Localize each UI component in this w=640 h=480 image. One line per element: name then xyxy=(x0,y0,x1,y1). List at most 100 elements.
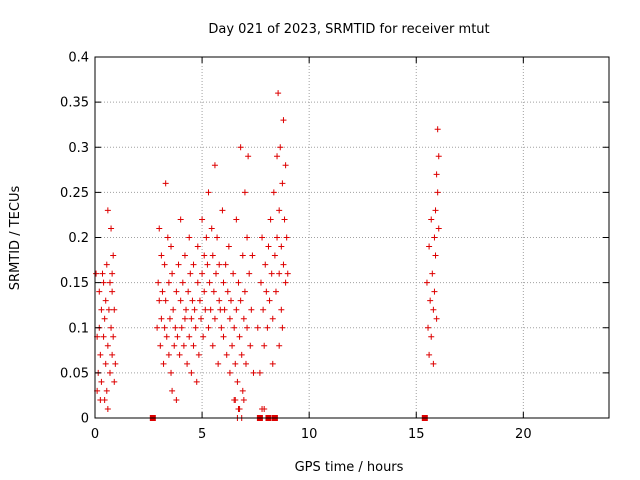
data-point xyxy=(109,351,116,358)
data-point xyxy=(176,351,183,358)
data-point xyxy=(431,234,438,241)
data-point xyxy=(200,333,207,340)
data-point xyxy=(282,279,289,286)
data-point xyxy=(106,369,113,376)
data-point xyxy=(261,405,268,412)
data-point xyxy=(229,342,236,349)
data-point xyxy=(194,243,201,250)
data-point xyxy=(104,342,111,349)
data-point xyxy=(433,315,440,322)
data-point xyxy=(103,261,110,268)
data-point xyxy=(194,279,201,286)
data-point xyxy=(278,243,285,250)
data-point xyxy=(192,324,199,331)
data-point xyxy=(100,333,107,340)
data-point xyxy=(248,306,255,313)
data-point xyxy=(162,180,169,187)
y-tick-label: 0.15 xyxy=(60,276,89,291)
data-point xyxy=(269,360,276,367)
data-point xyxy=(231,324,238,331)
data-point xyxy=(158,252,165,259)
data-point xyxy=(168,369,175,376)
data-point xyxy=(241,288,248,295)
data-point xyxy=(240,396,247,403)
data-point xyxy=(98,378,105,385)
data-point xyxy=(237,144,244,151)
data-point xyxy=(168,243,175,250)
data-point xyxy=(199,216,206,223)
data-point xyxy=(283,234,290,241)
data-point xyxy=(227,297,234,304)
data-point xyxy=(224,288,231,295)
data-point xyxy=(274,234,281,241)
data-point xyxy=(235,279,242,286)
data-point xyxy=(430,306,437,313)
data-point xyxy=(426,243,433,250)
data-point xyxy=(177,297,184,304)
data-point xyxy=(433,171,440,178)
data-point xyxy=(276,342,283,349)
data-point xyxy=(233,306,240,313)
data-point xyxy=(166,315,173,322)
data-point xyxy=(425,324,432,331)
data-point xyxy=(268,270,275,277)
data-point xyxy=(202,306,209,313)
data-point xyxy=(100,279,107,286)
data-point xyxy=(239,252,246,259)
data-point xyxy=(205,324,212,331)
data-point xyxy=(163,333,170,340)
data-point xyxy=(185,288,192,295)
data-point xyxy=(237,297,244,304)
data-point xyxy=(160,360,167,367)
data-point xyxy=(111,378,118,385)
y-tick-label: 0 xyxy=(81,412,89,427)
data-point xyxy=(264,324,271,331)
y-tick-label: 0.4 xyxy=(68,51,89,66)
data-point xyxy=(175,261,182,268)
data-point xyxy=(207,306,214,313)
data-point xyxy=(249,252,256,259)
data-point xyxy=(184,360,191,367)
data-point xyxy=(154,324,161,331)
data-point xyxy=(109,270,116,277)
data-point xyxy=(112,360,119,367)
data-point xyxy=(233,216,240,223)
data-point xyxy=(225,243,232,250)
data-point xyxy=(188,315,195,322)
y-tick-label: 0.25 xyxy=(60,186,89,201)
data-point xyxy=(262,261,269,268)
data-point xyxy=(188,369,195,376)
data-point xyxy=(108,324,115,331)
data-point xyxy=(261,342,268,349)
axis-ticks: 0 5 10 15 20 0 0.05 0.1 0.15 0.2 0.25 0.3 0.35 0.4 xyxy=(60,51,609,442)
data-point xyxy=(96,288,103,295)
data-point xyxy=(109,288,116,295)
data-point xyxy=(275,90,282,97)
data-point xyxy=(279,180,286,187)
data-point xyxy=(108,225,115,232)
data-point xyxy=(102,360,109,367)
data-point xyxy=(222,261,229,268)
data-point xyxy=(236,405,243,412)
data-point xyxy=(269,315,276,322)
data-point xyxy=(234,378,241,385)
data-point xyxy=(181,252,188,259)
data-point xyxy=(105,306,112,313)
data-point xyxy=(171,342,178,349)
data-point xyxy=(180,342,187,349)
data-point xyxy=(187,270,194,277)
x-tick-label: 10 xyxy=(301,427,318,442)
data-point xyxy=(226,369,233,376)
data-point xyxy=(245,153,252,160)
data-point xyxy=(174,333,181,340)
data-point xyxy=(271,252,278,259)
y-tick-label: 0.1 xyxy=(68,321,89,336)
data-point xyxy=(216,261,223,268)
data-point xyxy=(430,360,437,367)
data-point xyxy=(165,279,172,286)
data-point xyxy=(156,297,163,304)
data-point xyxy=(169,270,176,277)
data-point xyxy=(214,234,221,241)
data-point xyxy=(190,261,197,268)
